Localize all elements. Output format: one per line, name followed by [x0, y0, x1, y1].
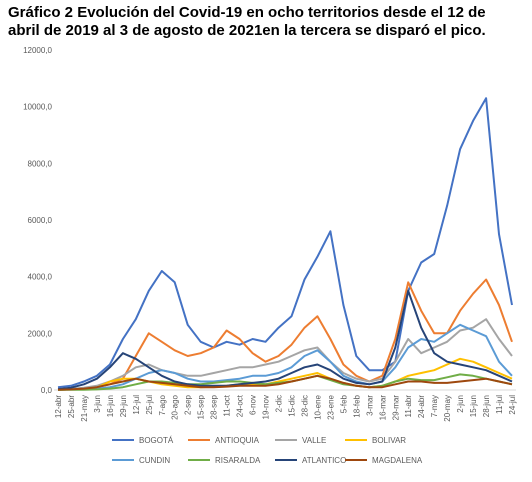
x-tick-label: 23-ene	[326, 394, 335, 419]
series-line	[57, 374, 513, 391]
x-tick-label: 25-jul	[145, 395, 154, 415]
x-tick-label: 11-oct	[223, 394, 232, 416]
legend-label: CUNDIN	[139, 456, 170, 465]
y-tick-label: 2000,0	[28, 329, 53, 338]
x-tick-label: 28-sep	[210, 394, 219, 419]
x-tick-label: 15-jun	[469, 395, 478, 417]
x-tick-label: 16-jun	[106, 395, 115, 417]
legend-label: BOGOTÁ	[139, 436, 174, 445]
x-tick-label: 24-jul	[508, 395, 517, 415]
series-line	[57, 289, 513, 391]
x-tick-label: 16-mar	[378, 395, 387, 421]
y-tick-label: 10000,0	[23, 103, 52, 112]
x-tick-label: 6-nov	[249, 395, 258, 415]
x-tick-label: 21-may	[80, 395, 89, 422]
series-line	[57, 318, 513, 391]
x-tick-label: 28-dic	[300, 395, 309, 417]
y-tick-label: 0,0	[41, 386, 53, 395]
legend-label: BOLIVAR	[372, 436, 406, 445]
x-tick-label: 5-feb	[339, 394, 348, 413]
x-tick-label: 15-sep	[197, 394, 206, 419]
x-tick-label: 28-jun	[482, 395, 491, 417]
x-tick-label: 3-mar	[365, 395, 374, 416]
y-tick-label: 12000,0	[23, 46, 52, 55]
x-tick-label: 12-abr	[54, 395, 63, 418]
legend-label: ATLANTICO	[302, 456, 346, 465]
x-tick-label: 20-may	[443, 395, 452, 422]
x-tick-label: 7-may	[430, 395, 439, 417]
legend-label: ANTIOQUIA	[215, 436, 260, 445]
x-tick-label: 12-jul	[132, 395, 141, 415]
x-tick-label: 18-feb	[352, 394, 361, 417]
chart-title: Gráfico 2 Evolución del Covid-19 en ocho…	[8, 4, 486, 39]
series-line	[57, 278, 513, 391]
legend-label: VALLE	[302, 436, 326, 445]
x-tick-label: 25-abr	[67, 395, 76, 418]
x-tick-label: 29-mar	[391, 395, 400, 421]
x-tick-label: 24-abr	[417, 395, 426, 418]
series-line	[57, 97, 513, 389]
y-tick-label: 6000,0	[28, 216, 53, 225]
x-tick-label: 29-jun	[119, 395, 128, 417]
x-tick-label: 7-ago	[158, 394, 167, 415]
x-tick-label: 24-oct	[236, 394, 245, 417]
x-tick-label: 2-jun	[456, 395, 465, 413]
x-tick-label: 19-nov	[262, 395, 271, 419]
y-tick-label: 4000,0	[28, 273, 53, 282]
x-tick-label: 10-ene	[313, 394, 322, 419]
x-tick-label: 11-abr	[404, 395, 413, 418]
y-tick-label: 8000,0	[28, 159, 53, 168]
legend-label: RISARALDA	[215, 456, 261, 465]
x-tick-label: 2-sep	[184, 394, 193, 415]
x-tick-label: 15-dic	[287, 395, 296, 417]
x-tick-label: 2-dic	[275, 395, 284, 412]
legend-label: MAGDALENA	[372, 456, 423, 465]
x-tick-label: 20-ago	[171, 394, 180, 419]
x-tick-label: 3-jun	[93, 395, 102, 413]
x-tick-label: 11-jul	[495, 395, 504, 414]
